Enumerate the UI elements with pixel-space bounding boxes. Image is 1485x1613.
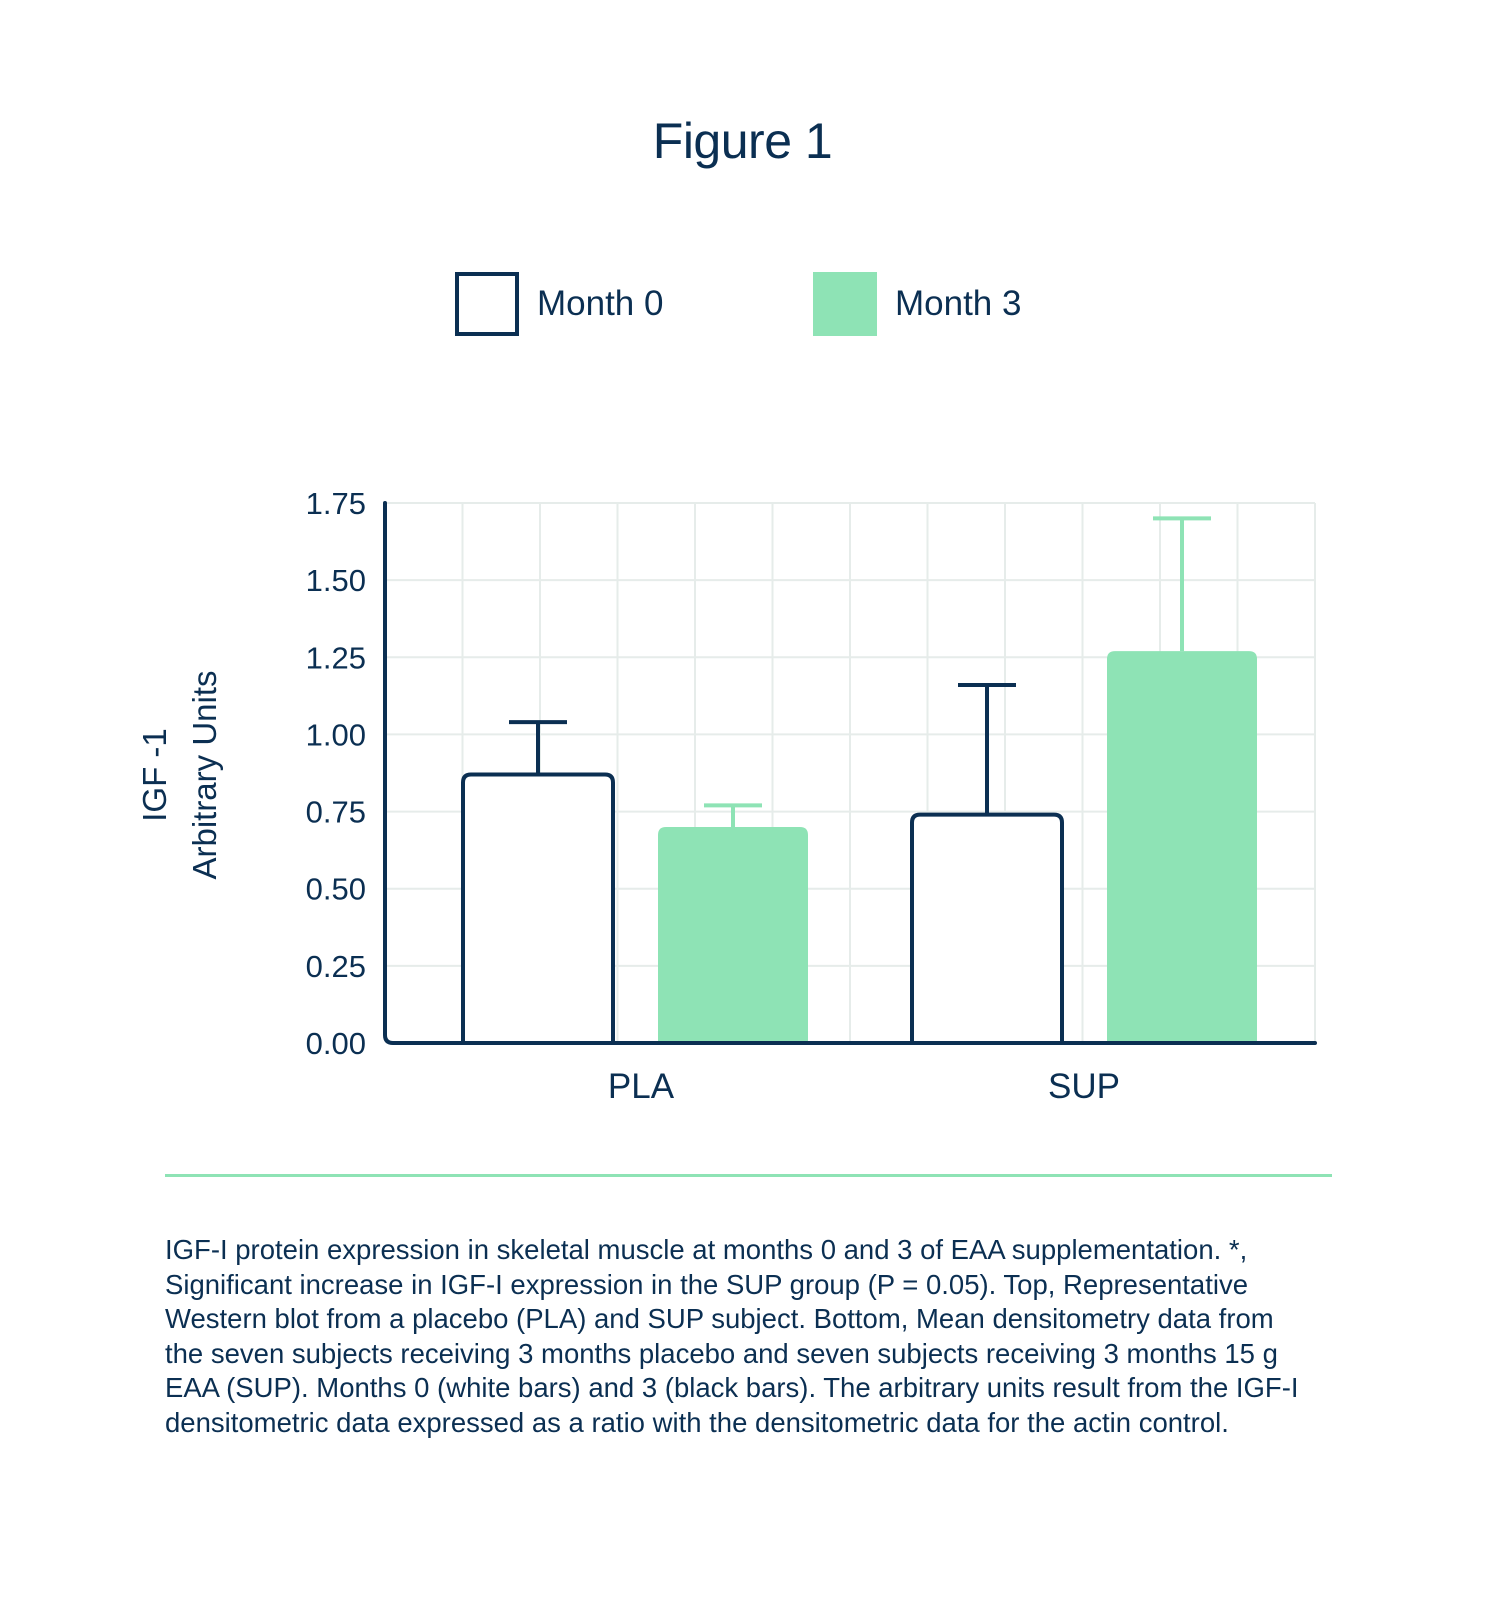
figure-caption: IGF-I protein expression in skeletal mus… <box>165 1234 1299 1438</box>
chart-axis-lines <box>383 501 1317 1045</box>
y-axis-label: IGF -1 <box>136 728 173 822</box>
y-tick-label: 1.00 <box>306 717 366 752</box>
chart-labels: 0.00 0.25 0.50 0.75 1.00 1.25 1.50 1.75 PLA SUP IG… <box>136 486 1120 1106</box>
x-category-label: PLA <box>608 1067 675 1106</box>
bar-chart: 0.00 0.25 0.50 0.75 1.00 1.25 1.50 1.75 PLA SUP IG… <box>136 486 1317 1106</box>
bar-sup-month-3 <box>1107 651 1257 1043</box>
y-tick-label: 1.25 <box>306 640 366 675</box>
y-tick-label: 0.75 <box>306 795 366 830</box>
y-tick-label: 0.25 <box>306 949 366 984</box>
figure-title: Figure 1 <box>652 113 833 169</box>
y-tick-label: 0.00 <box>306 1026 366 1061</box>
caption-divider <box>165 1174 1332 1177</box>
bar-pla-month-0 <box>461 772 615 1043</box>
legend-item-month-3: Month 3 <box>813 272 1021 336</box>
legend-label-month-0: Month 0 <box>537 284 664 323</box>
bar-pla-month-3 <box>658 827 808 1043</box>
y-axis-label: Arbitrary Units <box>186 670 223 879</box>
legend-swatch-month-0 <box>455 272 519 336</box>
chart-axes <box>383 501 1317 1045</box>
bar-sup-month-0 <box>910 812 1064 1043</box>
legend-item-month-0: Month 0 <box>455 272 663 336</box>
y-tick-label: 1.75 <box>306 486 366 521</box>
legend-label-month-3: Month 3 <box>895 284 1022 323</box>
y-tick-label: 0.50 <box>306 872 366 907</box>
y-tick-label: 1.50 <box>306 563 366 598</box>
chart-bars <box>461 516 1257 1043</box>
legend-swatch-month-3 <box>813 272 877 336</box>
x-category-label: SUP <box>1048 1067 1120 1106</box>
